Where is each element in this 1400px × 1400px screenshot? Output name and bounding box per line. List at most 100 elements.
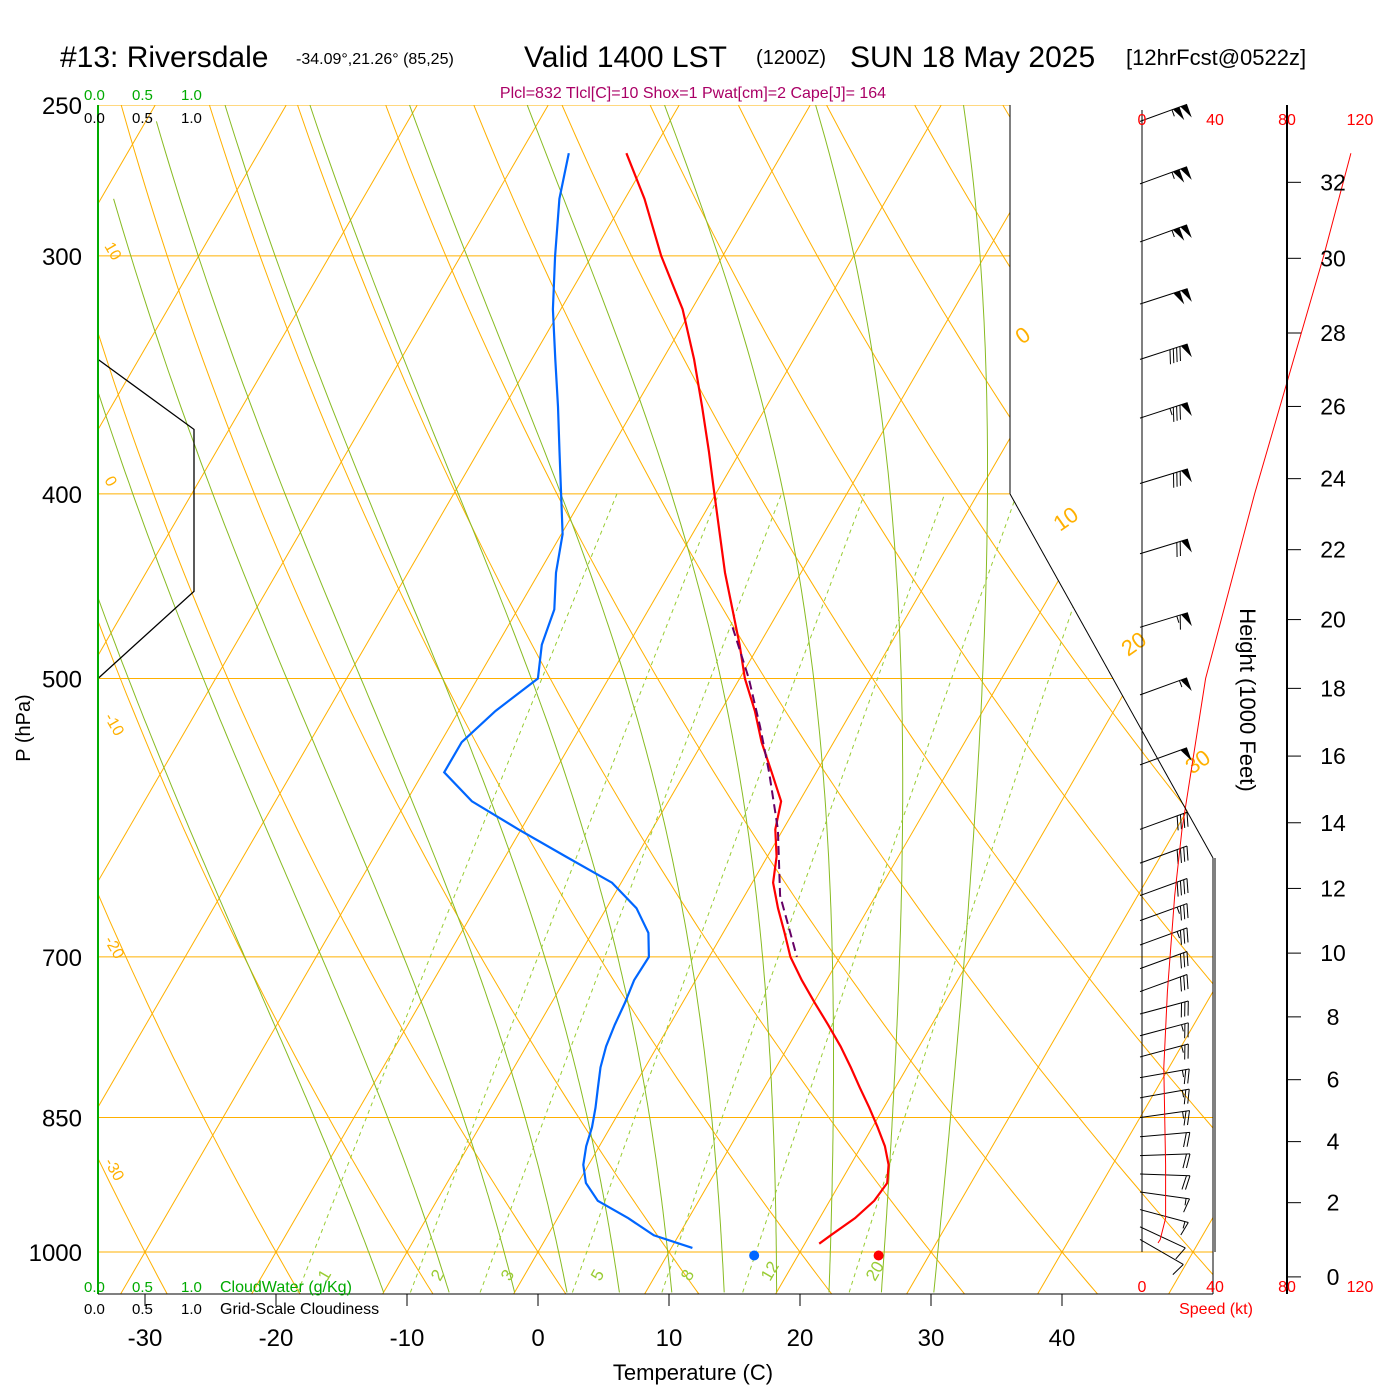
grid-clipped [98,105,1213,1294]
wind-barb-staff [1139,1022,1189,1037]
wind-barb-staff [1139,1226,1186,1249]
forecast-label: [12hrFcst@0522z] [1126,45,1306,70]
wind-barb-feather [1179,905,1182,921]
temperature-tick-label: 40 [1049,1325,1076,1352]
moist-adiabat-8 [203,105,620,1293]
wind-barb-staff [1139,974,1188,993]
dry-adiabat-130 [1066,105,1213,1294]
temperature-tick-label: 20 [787,1325,814,1352]
mixing-ratio-5 [571,493,865,1293]
wind-barb-half-feather [1176,615,1180,623]
wind-barb-flag [1172,227,1185,241]
wind-barb-staff [1139,903,1188,922]
dry-adiabat-60 [487,105,1213,1294]
cloudiness-tick-bottom-2: 1.0 [181,1301,202,1318]
wind-barb-flag [1180,677,1192,691]
cloudwater-tick-top-1: 0.5 [132,87,153,104]
wind-barb-column [1139,103,1192,1275]
wind-barb [1139,927,1189,946]
stability-indices: Plcl=832 Tlcl[C]=10 Shox=1 Pwat[cm]=2 Ca… [500,85,886,102]
wind-barb-half-feather [1176,906,1180,914]
mixing-ratio-3 [479,493,782,1293]
mixing-ratio-label: 8 [677,1266,698,1284]
dewpoint-line [442,152,693,1249]
cloudwater-tick-top-2: 1.0 [181,87,202,104]
wind-barb [1139,538,1192,558]
wind-barb-feather [1179,346,1181,361]
wind-barb-feather [1183,975,1186,991]
dry-adiabat-90 [735,105,1213,1294]
wind-barb-feather [1179,848,1182,863]
wind-barb-half-feather [1171,230,1175,238]
height-tick-label: 18 [1320,675,1346,701]
isotherm--20 [229,105,1049,1294]
wind-barb-staff [1139,1068,1190,1079]
wind-barb-feather [1187,1110,1191,1126]
cloudiness-line [97,358,195,679]
station-coords: -34.09°,21.26° (85,25) [296,51,454,68]
wind-barb-flag [1180,166,1192,180]
cloudiness-panel [97,358,195,679]
pressure-label-400: 400 [42,482,82,509]
dry-adiabat-30 [239,105,996,1294]
speed-tick-bottom-120: 120 [1347,1279,1374,1296]
height-tick-label: 24 [1320,466,1346,492]
mixing-ratio-8 [661,493,946,1293]
isotherm-50 [1146,105,1213,1294]
wind-barb-half-feather [1181,1070,1185,1078]
dry-adiabat--10 [98,105,457,1294]
height-tick-label: 26 [1320,393,1346,419]
wind-barb [1139,288,1192,305]
height-tick-label: 0 [1327,1264,1340,1290]
wind-barb [1139,103,1192,122]
wind-barb-staff [1139,224,1188,243]
wind-barb [1139,1068,1190,1085]
wind-barb-feather [1183,1089,1187,1105]
dry-adiabat-50 [404,105,1213,1294]
wind-barb [1139,951,1189,970]
moist-adiabat-4 [155,121,568,1293]
pressure-label-850: 850 [42,1106,82,1133]
wind-barb-feather [1187,1068,1190,1084]
isotherm--60 [98,105,525,1294]
height-tick-label: 16 [1320,743,1346,769]
height-tick-label: 20 [1320,607,1346,633]
wind-barb-feather [1183,1132,1187,1148]
wind-barb-feather [1183,1198,1190,1213]
wind-barb-flag [1180,288,1192,302]
isotherm--80 [98,105,263,1294]
height-tick-label: 8 [1327,1004,1340,1030]
wind-barb-half-feather [1182,1111,1185,1119]
dry-adiabat--30 [98,105,188,1294]
wind-barb-feather [1185,1175,1191,1190]
mixing-ratio-label: 3 [497,1266,518,1284]
cloudwater-tick-bottom-0: 0.0 [84,1279,105,1296]
cloudwater-tick-bottom-1: 0.5 [132,1279,153,1296]
mixing-ratio-2 [409,493,720,1293]
pressure-label-250: 250 [42,93,82,120]
speed-tick-bottom-0: 0 [1138,1279,1147,1296]
wind-barb-half-feather [1171,172,1175,179]
height-tick-label: 22 [1320,537,1346,563]
wind-barb-staff [1139,845,1188,864]
dry-adiabat-110 [900,105,1213,1294]
wind-barb-feather [1172,407,1175,422]
cloudwater-tick-bottom-2: 1.0 [181,1279,202,1296]
wind-barb [1139,1000,1189,1018]
moist-adiabat-28 [753,105,904,1293]
valid-zulu: (1200Z) [756,47,826,69]
wind-barb-flag [1173,291,1185,305]
wind-barb-half-feather [1181,1045,1184,1053]
wind-barb-feather [1183,1110,1187,1126]
wind-barb [1139,224,1192,243]
wind-barb-flag [1181,539,1192,553]
dry-adiabat-140 [1148,105,1213,1294]
surface-temperature-dot [873,1250,884,1261]
wind-barb-feather [1183,929,1186,944]
wind-barb [1139,878,1189,897]
pressure-label-300: 300 [42,244,82,271]
moist-adiabat-0 [113,198,516,1293]
wind-barb-flag [1180,402,1192,416]
